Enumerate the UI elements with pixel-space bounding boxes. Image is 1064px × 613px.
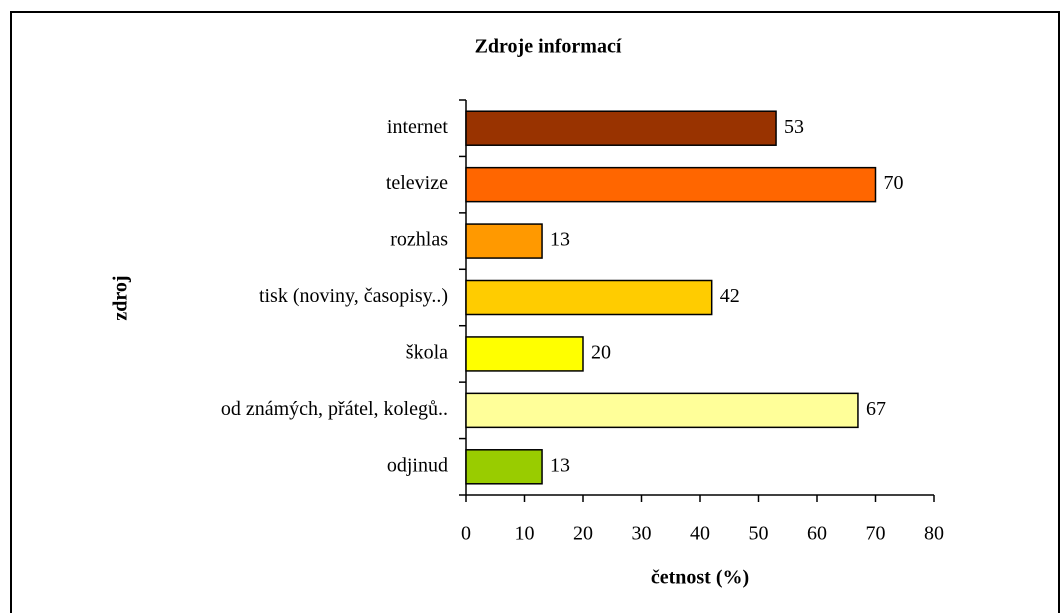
x-tick-label: 20	[573, 523, 593, 545]
y-axis-label: zdroj	[110, 275, 132, 320]
bar	[465, 110, 777, 146]
y-tick-label: tisk (noviny, časopisy..)	[259, 285, 448, 307]
data-label: 67	[866, 398, 886, 420]
bar	[465, 449, 543, 485]
y-tick-label: televize	[386, 172, 448, 194]
x-tick-label: 50	[749, 523, 769, 545]
y-tick-label: škola	[406, 342, 448, 364]
data-label: 53	[784, 116, 804, 138]
y-tick-label: internet	[387, 116, 449, 138]
y-tick-label: odjinud	[387, 454, 448, 476]
y-tick-label: od známých, přátel, kolegů..	[221, 398, 448, 420]
bar	[465, 223, 543, 259]
x-tick-label: 30	[632, 523, 652, 545]
bar	[465, 279, 713, 316]
data-label: 13	[550, 229, 570, 251]
bar	[465, 392, 859, 429]
data-label: 13	[550, 454, 570, 476]
x-tick-label: 60	[807, 523, 827, 545]
y-tick-label: rozhlas	[390, 229, 448, 251]
x-tick-label: 10	[515, 523, 535, 545]
x-tick-label: 0	[461, 523, 471, 545]
bar	[465, 336, 584, 372]
data-label: 20	[591, 342, 611, 364]
data-label: 42	[720, 285, 740, 307]
x-tick-label: 40	[690, 523, 710, 545]
chart-title: Zdroje informací	[475, 36, 622, 58]
x-axis-label: četnost (%)	[651, 567, 749, 589]
x-tick-label: 80	[924, 523, 944, 545]
data-label: 70	[884, 172, 904, 194]
bar	[465, 166, 877, 203]
x-tick-label: 70	[866, 523, 886, 545]
